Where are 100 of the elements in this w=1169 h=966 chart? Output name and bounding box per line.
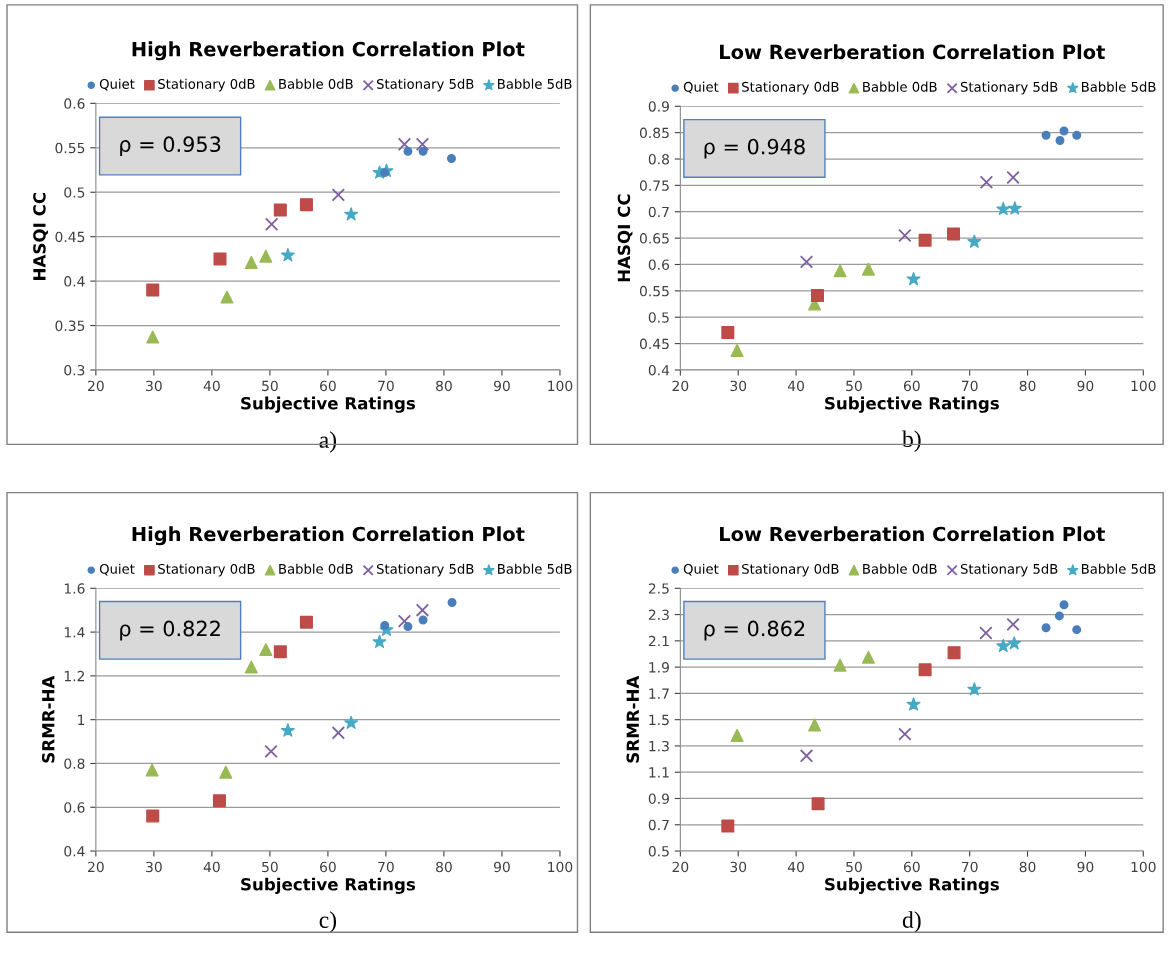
- y-tick-label: 2.3: [648, 609, 669, 621]
- y-tick-label: 0.45: [55, 231, 85, 243]
- chart-title: Low Reverberation Correlation Plot: [720, 44, 1105, 60]
- y-tick-label: 1.5: [649, 714, 669, 726]
- x-tick-label: 50: [846, 380, 862, 392]
- y-tick-label: 0.55: [639, 285, 669, 297]
- y-tick-label: 0.35: [55, 320, 85, 332]
- y-tick-label: 0.9: [648, 793, 669, 804]
- x-axis-title: Subjective Ratings: [825, 396, 999, 413]
- y-tick-label: 1.7: [649, 688, 669, 699]
- legend-label: Babble 0dB: [863, 563, 937, 574]
- x-tick-label: 40: [203, 861, 220, 873]
- y-tick-label: 0.65: [639, 233, 669, 244]
- x-tick-label: 90: [493, 380, 510, 392]
- x-tick-label: 100: [548, 861, 573, 873]
- x-tick-label: 30: [730, 380, 747, 392]
- y-tick-label: 1.1: [649, 767, 669, 778]
- legend-label: Babble 0dB: [863, 81, 937, 92]
- annotation: ρ = 0.953: [120, 136, 221, 157]
- x-tick-label: 100: [548, 380, 573, 392]
- legend-label: Quiet: [99, 78, 135, 91]
- legend-label: Stationary 0dB: [158, 78, 255, 92]
- x-tick-label: 40: [787, 380, 804, 392]
- y-tick-label: 0.4: [64, 846, 85, 857]
- chart-title: High Reverberation Correlation Plot: [132, 526, 525, 546]
- legend-label: Stationary 0dB: [742, 563, 839, 577]
- x-tick-label: 80: [1019, 861, 1036, 873]
- x-tick-label: 80: [436, 861, 452, 873]
- y-axis-title: HASQI CC: [617, 194, 633, 282]
- y-tick-label: 0.7: [648, 819, 669, 831]
- legend-label: Babble 5dB: [498, 78, 572, 89]
- y-tick-label: 0.55: [55, 142, 85, 154]
- legend-label: Stationary 0dB: [158, 563, 255, 577]
- x-tick-label: 60: [903, 861, 920, 873]
- y-tick-label: 1.6: [64, 583, 85, 594]
- text: d): [902, 911, 921, 933]
- legend-label: Stationary 0dB: [742, 81, 839, 95]
- annotation: ρ = 0.862: [704, 620, 805, 641]
- legend-label: Stationary 5dB: [376, 563, 474, 577]
- y-tick-label: 0.5: [648, 846, 669, 857]
- x-tick-label: 70: [961, 861, 978, 873]
- x-tick-label: 80: [1019, 380, 1036, 392]
- y-tick-label: 0.8: [64, 758, 85, 769]
- legend-label: Stationary 5dB: [376, 78, 474, 92]
- x-axis-title: Subjective Ratings: [241, 396, 416, 413]
- y-tick-label: 0.45: [639, 338, 669, 350]
- x-tick-label: 70: [378, 861, 394, 873]
- y-tick-label: 2.5: [648, 583, 669, 594]
- x-tick-label: 50: [262, 380, 278, 392]
- x-tick-label: 90: [493, 861, 510, 873]
- y-axis-title: SRMR-HA: [41, 675, 55, 763]
- legend-label: Stationary 5dB: [960, 81, 1058, 95]
- y-tick-label: 0.5: [648, 312, 669, 323]
- x-tick-label: 20: [672, 380, 689, 392]
- x-tick-label: 50: [846, 861, 862, 873]
- annotation: ρ = 0.822: [120, 620, 220, 641]
- x-tick-label: 30: [146, 861, 162, 873]
- x-tick-label: 100: [1131, 380, 1156, 392]
- x-tick-label: 20: [88, 861, 104, 873]
- x-tick-label: 70: [961, 380, 978, 392]
- y-tick-label: 0.4: [648, 364, 670, 376]
- x-tick-label: 60: [320, 380, 336, 392]
- annotation: ρ = 0.948: [704, 138, 805, 159]
- legend-label: Babble 0dB: [279, 78, 353, 89]
- x-tick-label: 30: [730, 861, 747, 873]
- x-tick-label: 40: [203, 380, 220, 392]
- legend-label: Babble 5dB: [1081, 81, 1156, 92]
- y-tick-label: 0.75: [639, 180, 669, 191]
- y-tick-label: 0.6: [64, 802, 85, 813]
- x-tick-label: 90: [1077, 380, 1094, 392]
- x-tick-label: 60: [320, 861, 336, 873]
- y-tick-label: 0.5: [64, 187, 85, 198]
- y-tick-label: 1.2: [64, 670, 85, 682]
- x-axis-title: Subjective Ratings: [241, 877, 416, 894]
- y-tick-label: 1.4: [64, 627, 85, 638]
- y-tick-label: 1.3: [649, 740, 669, 752]
- legend-label: Babble 5dB: [1081, 563, 1156, 574]
- chart-title: Low Reverberation Correlation Plot: [720, 526, 1105, 542]
- y-tick-label: 0.9: [648, 101, 669, 112]
- x-tick-label: 20: [88, 380, 104, 392]
- x-tick-label: 80: [436, 380, 452, 392]
- legend-label: Babble 0dB: [279, 563, 353, 574]
- x-axis-title: Subjective Ratings: [825, 877, 999, 894]
- y-tick-label: 0.3: [64, 364, 85, 376]
- legend-label: Babble 5dB: [498, 563, 572, 574]
- y-tick-label: 0.8: [648, 153, 669, 165]
- y-axis-title: HASQI CC: [33, 192, 48, 280]
- legend-label: Stationary 5dB: [960, 563, 1058, 577]
- legend-label: Quiet: [683, 563, 719, 576]
- x-tick-label: 90: [1077, 861, 1094, 873]
- x-tick-label: 40: [787, 861, 804, 873]
- y-tick-label: 1: [78, 714, 85, 725]
- y-tick-label: 2.1: [648, 635, 669, 647]
- x-tick-label: 50: [262, 861, 278, 873]
- legend-label: Quiet: [99, 563, 135, 576]
- x-tick-label: 30: [146, 380, 162, 392]
- y-tick-label: 0.4: [64, 276, 85, 287]
- x-tick-label: 20: [672, 861, 689, 873]
- x-tick-label: 100: [1131, 861, 1156, 873]
- x-tick-label: 60: [903, 380, 920, 392]
